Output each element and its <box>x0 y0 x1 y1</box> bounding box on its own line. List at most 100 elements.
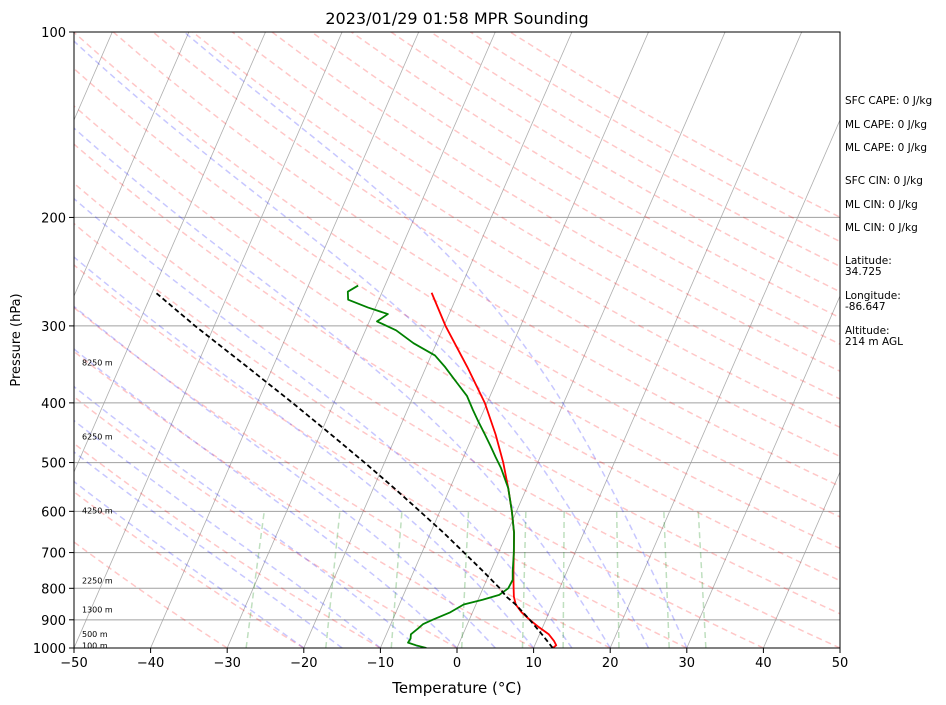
x-tick-label: −20 <box>290 656 317 671</box>
dry-adiabat-lines <box>74 32 840 648</box>
x-tick-label: 30 <box>679 656 696 671</box>
dry-adiabat-line <box>192 32 840 429</box>
altitude-label: Altitude: <box>845 325 890 337</box>
dry-adiabat-line <box>74 67 840 550</box>
isotherm-line <box>303 32 573 648</box>
y-tick-label: 800 <box>41 582 66 597</box>
dry-adiabat-line <box>74 182 840 648</box>
mixing-ratio-lines <box>245 511 707 648</box>
isotherm-line <box>686 294 840 648</box>
height-label: 1300 m <box>82 606 113 615</box>
longitude-label: Longitude: <box>845 290 901 302</box>
isotherm-line <box>380 32 649 648</box>
sfc-cape-text: SFC CAPE: 0 J/kg <box>845 95 932 107</box>
dry-adiabat-line <box>74 264 688 648</box>
y-axis: 100 200 300 400 500 600 700 800 900 1000 <box>33 26 74 657</box>
x-axis-label: Temperature (°C) <box>391 679 521 697</box>
isotherm-line <box>74 32 190 298</box>
mixing-ratio-line <box>460 511 470 648</box>
isotherm-line <box>533 32 803 648</box>
x-tick-label: 40 <box>755 656 772 671</box>
side-panel: SFC CAPE: 0 J/kg ML CAPE: 0 J/kg ML CAPE… <box>845 95 932 348</box>
x-axis: −50 −40 −30 −20 −10 0 10 20 30 40 50 <box>60 648 848 671</box>
dry-adiabat-line <box>74 395 458 648</box>
x-tick-label: 20 <box>602 656 619 671</box>
y-tick-label: 900 <box>41 614 66 629</box>
latitude-label: Latitude: <box>845 255 892 267</box>
isotherm-line <box>150 32 420 648</box>
sfc-cin-text: SFC CIN: 0 J/kg <box>845 175 923 187</box>
y-axis-label: Pressure (hPa) <box>9 293 24 386</box>
height-labels: 100 m 500 m 1300 m 2250 m 4250 m 6250 m 8250 m <box>82 358 113 651</box>
y-tick-label: 400 <box>41 397 66 412</box>
mixing-ratio-line <box>521 511 527 648</box>
y-tick-label: 200 <box>41 211 66 226</box>
ml-cin-text-1: ML CIN: 0 J/kg <box>845 199 918 211</box>
parcel-path-profile <box>155 292 554 648</box>
x-tick-label: 50 <box>832 656 849 671</box>
x-tick-label: −10 <box>367 656 394 671</box>
temperature-profile <box>430 292 558 648</box>
isotherm-line <box>456 32 726 648</box>
dry-adiabat-line <box>152 32 840 458</box>
moist-adiabat-line <box>74 197 573 648</box>
mixing-ratio-line <box>390 511 403 648</box>
isotherm-line <box>74 32 343 648</box>
y-tick-label: 700 <box>41 547 66 562</box>
y-tick-label: 600 <box>41 505 66 520</box>
moist-adiabat-line <box>74 480 305 648</box>
x-tick-label: −40 <box>137 656 164 671</box>
mixing-ratio-line <box>245 511 265 648</box>
latitude-value: 34.725 <box>845 266 882 278</box>
plot-frame <box>73 31 841 649</box>
height-label: 8250 m <box>82 358 113 367</box>
ml-cape-text-1: ML CAPE: 0 J/kg <box>845 119 927 131</box>
dry-adiabat-line <box>271 32 840 373</box>
moist-adiabat-line <box>183 32 688 648</box>
moist-adiabat-line <box>74 127 611 648</box>
chart-title: 2023/01/29 01:58 MPR Sounding <box>325 9 588 28</box>
isotherm-line <box>226 32 496 648</box>
moist-adiabat-line <box>74 256 535 648</box>
dewpoint-profile <box>346 284 515 648</box>
ml-cin-text-2: ML CIN: 0 J/kg <box>845 222 918 234</box>
mixing-ratio-line <box>615 511 620 648</box>
y-tick-label: 300 <box>41 320 66 335</box>
moist-adiabat-line <box>74 419 381 648</box>
longitude-value: -86.647 <box>845 301 886 313</box>
mixing-ratio-line <box>562 511 565 648</box>
moist-adiabat-line <box>74 348 458 648</box>
height-label: 500 m <box>82 630 108 639</box>
dry-adiabat-line <box>74 541 228 648</box>
dry-adiabat-line <box>74 143 840 615</box>
height-label: 4250 m <box>82 506 113 515</box>
x-tick-label: 10 <box>525 656 542 671</box>
mixing-ratio-line <box>325 511 341 648</box>
moist-adiabat-line <box>74 385 420 648</box>
dry-adiabat-line <box>74 306 611 648</box>
dry-adiabat-line <box>311 32 840 345</box>
height-label: 100 m <box>82 642 108 651</box>
mixing-ratio-line <box>663 511 670 648</box>
mixing-ratio-line <box>697 511 707 648</box>
dry-adiabat-line <box>74 442 381 648</box>
isotherm-line <box>763 470 840 648</box>
moist-adiabat-line <box>74 451 343 648</box>
x-tick-label: 0 <box>453 656 461 671</box>
moist-adiabat-line <box>74 305 496 648</box>
ml-cape-text-2: ML CAPE: 0 J/kg <box>845 142 927 154</box>
moist-adiabat-line <box>74 40 650 648</box>
moist-adiabat-lines <box>74 32 688 648</box>
y-tick-label: 500 <box>41 457 66 472</box>
y-tick-label: 100 <box>41 26 66 41</box>
dry-adiabat-line <box>74 350 534 648</box>
dry-adiabat-line <box>74 104 840 582</box>
isotherm-line <box>74 32 266 474</box>
height-label: 6250 m <box>82 432 113 441</box>
x-tick-label: −50 <box>60 656 87 671</box>
x-tick-label: −30 <box>213 656 240 671</box>
isobar-gridlines <box>74 216 840 621</box>
altitude-value: 214 m AGL <box>845 336 903 348</box>
isotherm-lines <box>74 32 840 648</box>
isotherm-line <box>609 118 840 648</box>
